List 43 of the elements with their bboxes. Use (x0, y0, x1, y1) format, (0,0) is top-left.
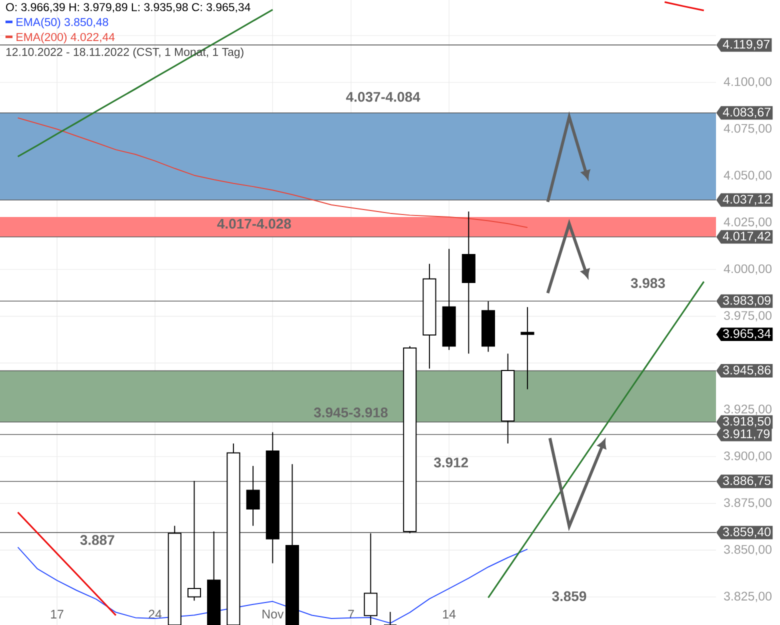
y-tick-label: 4.000,00 (724, 264, 772, 275)
legend-label: EMA(200) 4.022,44 (16, 32, 115, 44)
candlestick (187, 480, 202, 602)
line-series (17, 512, 117, 616)
annotation: 3.912 (434, 458, 468, 468)
candlestick (246, 465, 260, 526)
legend-label: EMA(50) 3.850,48 (16, 18, 108, 28)
text: 3.965,34 (723, 329, 771, 340)
y-tick-label: 3.875,00 (724, 498, 772, 509)
y-tick-label: 4.075,00 (724, 124, 772, 134)
ref-line-label: 3.886,75 (723, 476, 771, 487)
ref-line-label: 4.037,12 (722, 194, 770, 206)
ref-line-label: 4.119,97 (722, 40, 770, 50)
y-tick-label: 4.025,00 (724, 218, 772, 228)
x-tick-label: 14 (443, 610, 456, 618)
chart-title: O: 3.966,39 H: 3.979,89 L: 3.935,98 C: 3.965,34 (6, 3, 250, 13)
ref-line-label: 3.859,40 (723, 527, 771, 538)
ref-line-label: 4.017,42 (722, 232, 770, 242)
y-tick-label: 4.100,00 (724, 77, 772, 88)
ref-line-label: 3.983,09 (723, 296, 770, 306)
ref-line-label: 3.945,86 (723, 366, 770, 376)
y-tick-label: 3.975,00 (724, 311, 772, 322)
y-tick-label: 4.050,00 (724, 170, 772, 182)
x-tick-label: 7 (348, 610, 354, 618)
candlestick (383, 611, 398, 625)
x-tick-label: 17 (51, 610, 64, 618)
annotation: 3.983 (630, 278, 665, 288)
ref-line-label: 3.911,79 (723, 429, 770, 440)
annotation: 3.945-3.918 (314, 408, 388, 418)
y-tick-label: 3.850,00 (724, 545, 772, 556)
annotation: 4.017-4.028 (217, 218, 291, 229)
annotation: 3.859 (552, 591, 586, 602)
candlestick (364, 532, 378, 625)
y-tick-label: 3.925,00 (724, 404, 772, 415)
annotation: 4.037-4.084 (346, 92, 420, 102)
x-tick-label: Nov (262, 610, 284, 618)
annotation: 3.887 (80, 535, 114, 545)
y-tick-label: 3.825,00 (724, 592, 772, 602)
line-series (17, 546, 528, 624)
ref-line-label: 4.083,67 (722, 108, 770, 118)
y-tick-label: 3.900,00 (724, 451, 772, 462)
candlestick (520, 306, 534, 390)
ref-line-label: 3.918,50 (723, 416, 771, 428)
